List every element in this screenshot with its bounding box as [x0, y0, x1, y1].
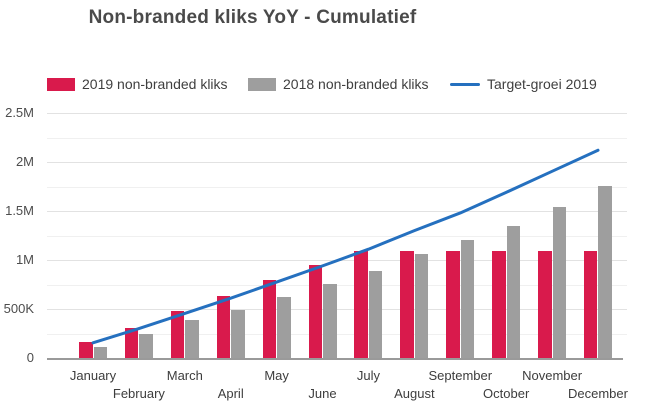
- minor-gridline: [47, 235, 627, 237]
- minor-gridline: [47, 186, 627, 188]
- bar-2018-november[interactable]: [552, 207, 567, 358]
- bar-2018-september[interactable]: [460, 240, 475, 358]
- bar-2019-september[interactable]: [446, 251, 460, 358]
- y-axis-tick-label: 500K: [3, 301, 34, 316]
- legend-swatch-2019: [47, 77, 75, 91]
- bar-2019-july[interactable]: [354, 251, 368, 358]
- bar-2019-november[interactable]: [538, 251, 552, 358]
- x-axis-label-august: August: [394, 386, 435, 401]
- bar-2018-may[interactable]: [277, 297, 291, 358]
- bar-2018-april[interactable]: [231, 309, 245, 358]
- y-axis-tick-label: 1.5M: [5, 203, 34, 218]
- y-axis-tick-label: 2.5M: [5, 105, 34, 120]
- x-axis-label-september: September: [428, 368, 493, 383]
- x-axis-label-may: May: [264, 368, 289, 383]
- legend-label-target: Target-groei 2019: [487, 76, 597, 92]
- x-axis-label-june: June: [308, 386, 337, 401]
- legend-item-2018[interactable]: 2018 non-branded kliks: [248, 76, 429, 92]
- x-axis-baseline: [47, 358, 623, 360]
- bar-2018-march[interactable]: [185, 319, 199, 358]
- bar-2019-december[interactable]: [583, 251, 598, 358]
- legend-label-2019: 2019 non-branded kliks: [82, 76, 228, 92]
- x-axis-label-april: April: [217, 386, 244, 401]
- bar-2019-march[interactable]: [170, 310, 185, 358]
- bar-2019-october[interactable]: [492, 251, 506, 358]
- bar-2018-august[interactable]: [414, 254, 429, 358]
- x-axis-label-march: March: [166, 368, 203, 383]
- major-gridline: [47, 162, 627, 163]
- bar-2019-january[interactable]: [79, 342, 93, 358]
- bar-2019-august[interactable]: [400, 251, 414, 358]
- bar-2019-june[interactable]: [308, 264, 323, 358]
- y-axis-tick-label: 1M: [15, 252, 34, 267]
- bar-2018-january[interactable]: [93, 346, 107, 358]
- x-axis-label-december: December: [568, 386, 628, 401]
- legend-swatch-2018: [248, 77, 276, 91]
- x-axis-label-november: November: [522, 368, 583, 383]
- y-axis-tick-label: 0: [26, 350, 34, 365]
- bar-2019-may[interactable]: [262, 279, 277, 358]
- bar-2019-april[interactable]: [216, 296, 231, 358]
- bar-2018-july[interactable]: [368, 270, 383, 358]
- bar-2018-december[interactable]: [598, 185, 612, 358]
- bar-2019-february[interactable]: [124, 327, 139, 358]
- bar-2018-february[interactable]: [139, 333, 153, 358]
- legend-item-target[interactable]: Target-groei 2019: [450, 76, 597, 92]
- y-axis-tick-label: 2M: [15, 154, 34, 169]
- legend-swatch-target-line: [450, 82, 480, 86]
- legend-item-2019[interactable]: 2019 non-branded kliks: [47, 76, 228, 92]
- chart-title: Non-branded kliks YoY - Cumulatief: [88, 7, 417, 28]
- x-axis-label-october: October: [483, 386, 530, 401]
- major-gridline: [47, 113, 627, 114]
- x-axis-label-july: July: [356, 368, 381, 383]
- bar-2018-october[interactable]: [506, 225, 521, 358]
- major-gridline: [47, 211, 627, 212]
- legend-label-2018: 2018 non-branded kliks: [283, 76, 429, 92]
- bar-2018-june[interactable]: [323, 283, 337, 358]
- x-axis-label-january: January: [69, 368, 117, 383]
- minor-gridline: [47, 137, 627, 139]
- x-axis-label-february: February: [112, 386, 165, 401]
